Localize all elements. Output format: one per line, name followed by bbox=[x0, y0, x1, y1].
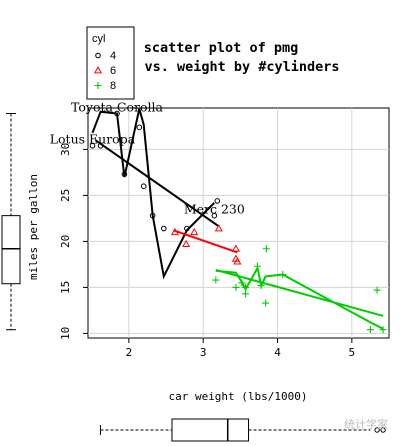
data-point-8 bbox=[262, 245, 270, 253]
data-point-4 bbox=[121, 171, 128, 178]
data-point-4 bbox=[214, 198, 221, 204]
watermark: 统计学家 bbox=[344, 417, 388, 431]
data-point-4 bbox=[136, 124, 143, 131]
data-point-6 bbox=[214, 224, 223, 232]
data-point-8 bbox=[257, 282, 265, 290]
data-point-6 bbox=[233, 257, 242, 265]
data-point-8 bbox=[279, 271, 287, 279]
chart-title-line1: scatter plot of pmg bbox=[144, 40, 298, 56]
data-point-8 bbox=[232, 283, 240, 291]
data-point-4 bbox=[114, 110, 120, 117]
legend-label-6: 6 bbox=[110, 65, 116, 77]
data-point-8 bbox=[212, 276, 220, 284]
data-point-6 bbox=[190, 227, 199, 236]
series-4 bbox=[89, 108, 221, 280]
x-axis-label: car weight (lbs/1000) bbox=[168, 390, 307, 403]
y-tick-label: 25 bbox=[59, 189, 72, 202]
legend-marker-6 bbox=[93, 66, 103, 74]
data-point-8 bbox=[373, 286, 381, 294]
point-annotation: Toyota Corolla bbox=[71, 100, 164, 115]
data-point-4 bbox=[140, 183, 147, 189]
x-boxplot-box bbox=[171, 418, 250, 442]
legend-box bbox=[86, 26, 135, 100]
y-boxplot-box bbox=[1, 215, 21, 285]
y-tick-label: 15 bbox=[59, 281, 72, 294]
legend: cyl 4 6 8 bbox=[86, 26, 135, 100]
data-point-4 bbox=[184, 225, 190, 232]
x-tick-label: 3 bbox=[200, 346, 207, 359]
grid-lines bbox=[88, 108, 389, 338]
x-tick-label: 5 bbox=[349, 346, 356, 359]
plot-area bbox=[87, 107, 390, 339]
data-point-8 bbox=[366, 326, 374, 334]
fit-line-6 bbox=[173, 229, 238, 254]
series-layer bbox=[89, 108, 387, 334]
fit-line-8 bbox=[215, 268, 384, 317]
fit-line-4 bbox=[94, 139, 219, 227]
series-6 bbox=[170, 224, 242, 265]
legend-label-8: 8 bbox=[110, 80, 116, 92]
smooth-line-8 bbox=[215, 265, 384, 330]
annotation-layer: Toyota Corolla Lotus Europa Merc 230 bbox=[50, 100, 245, 217]
data-point-4 bbox=[89, 142, 96, 149]
x-tick-label: 4 bbox=[274, 346, 281, 359]
y-tick-label: 30 bbox=[59, 143, 72, 156]
legend-title: cyl bbox=[92, 33, 105, 45]
y-tick-label: 10 bbox=[59, 327, 72, 340]
data-point-8 bbox=[242, 283, 250, 291]
series-8 bbox=[212, 245, 387, 334]
legend-marker-4 bbox=[95, 52, 101, 59]
data-point-4 bbox=[211, 212, 218, 219]
point-annotation: Merc 230 bbox=[184, 202, 245, 217]
chart-title-line2: vs. weight by #cylinders bbox=[144, 59, 339, 75]
smooth-line-4 bbox=[91, 108, 216, 280]
x-boxplot-outlier bbox=[380, 427, 386, 433]
data-point-6 bbox=[182, 239, 191, 248]
data-point-4 bbox=[97, 142, 104, 149]
data-point-6 bbox=[170, 227, 180, 236]
data-point-8 bbox=[238, 279, 246, 287]
y-tick-label: 20 bbox=[59, 235, 72, 248]
data-point-8 bbox=[379, 326, 387, 334]
point-annotation: Lotus Europa bbox=[50, 132, 136, 147]
data-point-4 bbox=[149, 212, 156, 219]
legend-label-4: 4 bbox=[110, 50, 116, 62]
data-point-8 bbox=[262, 299, 270, 307]
axes: 2 3 4 5 10 15 20 25 30 bbox=[59, 143, 355, 359]
data-point-6 bbox=[231, 244, 240, 252]
legend-marker-8 bbox=[94, 82, 102, 89]
data-point-4 bbox=[161, 225, 167, 232]
x-tick-label: 2 bbox=[126, 346, 133, 359]
data-point-8 bbox=[242, 290, 250, 298]
marginal-boxplots bbox=[1, 113, 386, 442]
x-boxplot-outlier bbox=[374, 427, 380, 433]
data-point-8 bbox=[253, 262, 261, 270]
y-axis-label: miles per gallon bbox=[27, 174, 40, 280]
